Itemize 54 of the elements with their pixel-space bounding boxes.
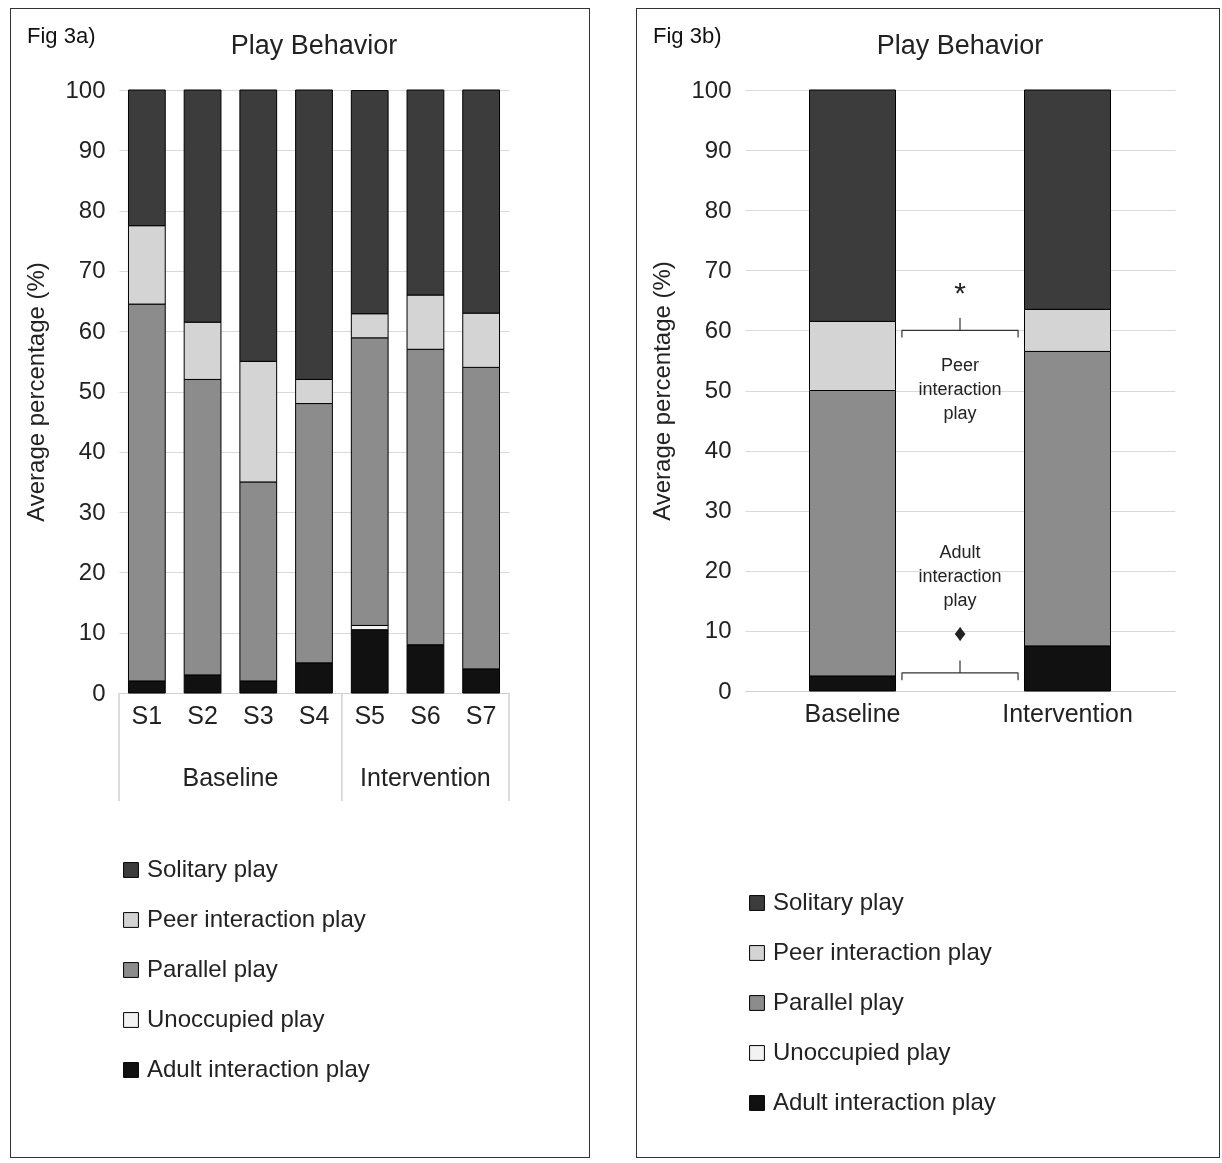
y-tick-label: 0 [92,678,106,706]
caption: Fig 3a) [27,23,96,49]
caption: Fig 3b) [653,23,722,49]
y-tick-label: 80 [704,195,732,223]
legend-label: Solitary play [147,855,278,882]
x-tick-label: Intervention [1002,698,1133,727]
x-tick-label: S6 [410,700,441,729]
annotation: Peer interaction play [918,355,1002,424]
x-tick-label: S2 [187,700,218,729]
legend-label: Solitary play [773,888,904,915]
y-tick-label: 0 [718,676,732,704]
x-tick-label: S3 [242,700,274,729]
y-tick-label: 100 [65,75,106,103]
bar [350,629,389,694]
y-tick-label: 70 [704,255,732,283]
text: Baseline [182,763,279,791]
y-tick-label: 10 [78,618,106,646]
legend-label: Peer interaction play [773,938,992,965]
text: Intervention [360,763,491,791]
y-tick-label: 80 [78,196,106,224]
annotation: Adult interaction play [918,541,1002,610]
y-tick-label: 70 [78,256,106,284]
y-tick-label: 20 [78,557,106,585]
chart-title: Play Behavior [876,30,1044,60]
legend-label: Unoccupied play [147,1005,325,1032]
x-tick-label: S4 [298,700,330,729]
legend-label: Parallel play [147,955,278,982]
x-tick-label: S5 [354,700,386,729]
y-tick-label: 30 [78,497,106,525]
y-tick-label: 40 [78,437,106,465]
y-tick-label: 10 [704,616,732,644]
legend-label: Adult interaction play [147,1055,370,1082]
x-tick-label: S1 [131,700,163,729]
annotation: * [954,276,967,310]
y-tick-label: 20 [704,556,732,584]
y-tick-label: 90 [704,135,732,163]
y-tick-label: 100 [691,75,732,103]
y-tick-label: 60 [78,316,106,344]
y-tick-label: 50 [78,377,106,404]
legend-label: Unoccupied play [773,1038,951,1065]
x-tick-label: Baseline [804,698,901,727]
y-tick-label: 30 [704,496,732,524]
chart-title: Play Behavior [230,30,398,60]
y-tick-label: 50 [704,376,732,403]
y-axis-title: Average percentage (%) [22,262,50,522]
annotation: ♦ [953,618,967,646]
y-tick-label: 60 [704,315,732,343]
x-tick-label: S7 [465,700,497,729]
legend-label: Parallel play [773,988,904,1015]
legend-label: Peer interaction play [147,905,366,932]
legend-label: Adult interaction play [773,1088,996,1115]
y-axis-title: Average percentage (%) [648,261,676,521]
y-tick-label: 90 [78,135,106,163]
y-tick-label: 40 [704,436,732,464]
